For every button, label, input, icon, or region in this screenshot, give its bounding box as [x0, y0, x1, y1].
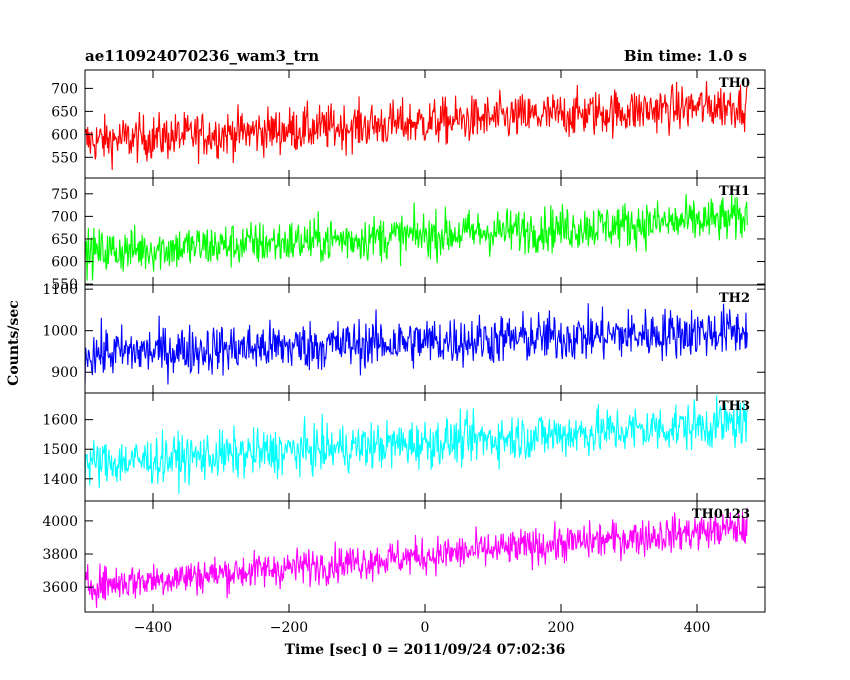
y-tick-label: 1100 — [42, 282, 78, 298]
x-tick-label: −400 — [134, 620, 172, 636]
panel-label: TH2 — [719, 291, 750, 306]
x-tick-label: 400 — [684, 620, 711, 636]
panel-label: TH1 — [719, 184, 750, 199]
y-tick-label: 550 — [51, 150, 78, 166]
series-line-th0123 — [85, 507, 748, 608]
x-tick-label: 0 — [421, 620, 430, 636]
x-tick-label: −200 — [270, 620, 308, 636]
chart-subtitle: Bin time: 1.0 s — [624, 47, 747, 65]
panel-label: TH0123 — [692, 507, 750, 522]
y-tick-label: 1500 — [42, 442, 78, 458]
y-tick-label: 700 — [51, 81, 78, 97]
y-tick-label: 1000 — [42, 324, 78, 340]
panel-th3: 1400 1500 1600 TH3 — [42, 392, 766, 502]
y-tick-label: 750 — [51, 187, 78, 203]
y-tick-label: 700 — [51, 209, 78, 225]
y-tick-label: 1600 — [42, 413, 78, 429]
y-tick-label: 1400 — [42, 472, 78, 488]
panel-label: TH3 — [719, 399, 750, 414]
y-tick-label: 4000 — [42, 514, 78, 530]
y-tick-label: 600 — [51, 127, 78, 143]
panel-th1: 550 600 650 700 750 TH1 — [51, 177, 766, 293]
y-tick-label: 900 — [51, 365, 78, 381]
series-line-th1 — [85, 193, 748, 281]
y-tick-label: 3800 — [42, 547, 78, 563]
y-tick-label: 550 — [51, 277, 78, 293]
y-tick-label: 650 — [51, 232, 78, 248]
series-line-th3 — [85, 395, 748, 494]
series-line-th0 — [85, 81, 748, 171]
x-axis-label: Time [sec] 0 = 2011/09/24 07:02:36 — [285, 642, 566, 658]
panel-label: TH0 — [719, 76, 750, 91]
x-tick-label: 200 — [548, 620, 575, 636]
panel-th2: 900 1000 1100 TH2 — [42, 282, 766, 394]
series-line-th2 — [85, 303, 748, 385]
chart-title: ae110924070236_wam3_trn — [85, 47, 319, 65]
panel-th0: 550 600 650 700 TH0 — [51, 69, 766, 179]
panels-group: 550 600 650 700 TH0 550 600 650 700 750 TH1 900 1000… — [42, 69, 766, 636]
panel-th0123: 3600 3800 4000 −400 −200 0 200 400 TH0123 — [42, 500, 766, 636]
y-tick-label: 600 — [51, 255, 78, 271]
panel-frame — [84, 500, 766, 613]
y-axis-label: Counts/sec — [6, 300, 22, 386]
y-tick-label: 3600 — [42, 580, 78, 596]
y-tick-label: 650 — [51, 104, 78, 120]
